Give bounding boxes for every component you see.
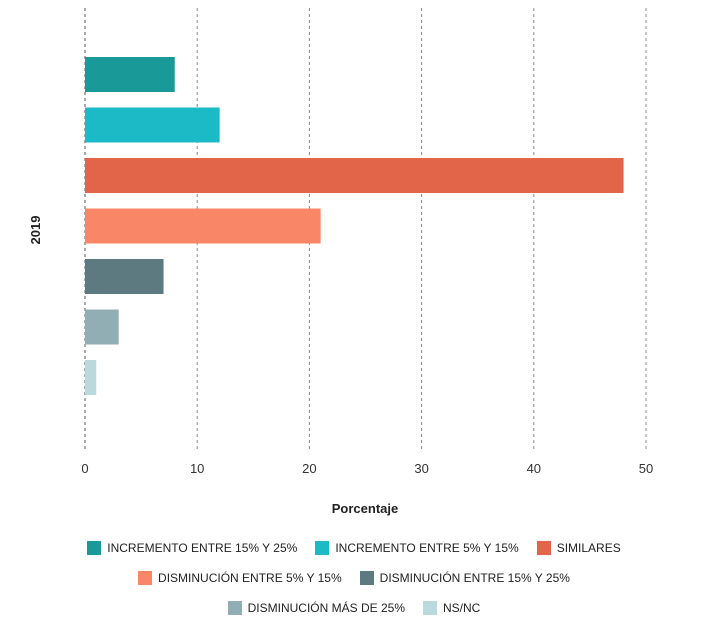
y-axis-label: 2019 (28, 216, 43, 245)
x-tick-label: 10 (190, 461, 204, 476)
x-tick-label: 50 (639, 461, 653, 476)
x-tick-label: 20 (302, 461, 316, 476)
x-tick-label: 40 (527, 461, 541, 476)
legend-item[interactable]: SIMILARES (536, 541, 621, 555)
x-tick-labels: 0 10 20 30 40 50 (81, 461, 653, 476)
legend-swatch (536, 541, 551, 555)
legend-item[interactable]: DISMINUCIÓN ENTRE 5% Y 15% (138, 571, 342, 585)
bar (85, 158, 624, 193)
legend-swatch (359, 571, 374, 585)
bar (85, 208, 321, 244)
legend-label: DISMINUCIÓN ENTRE 15% Y 25% (379, 571, 570, 585)
legend-item[interactable]: NS/NC (423, 601, 480, 615)
legend-row: DISMINUCIÓN MÁS DE 25% NS/NC (0, 601, 708, 615)
bar (85, 309, 119, 345)
legend-swatch (423, 601, 437, 615)
bar (85, 259, 164, 294)
legend-swatch (315, 541, 330, 555)
legend-item[interactable]: INCREMENTO ENTRE 15% Y 25% (87, 541, 297, 555)
legend-swatch (227, 601, 242, 615)
legend-item[interactable]: DISMINUCIÓN MÁS DE 25% (227, 601, 405, 615)
legend-label: INCREMENTO ENTRE 15% Y 25% (107, 541, 298, 555)
x-axis-label: Porcentaje (332, 501, 398, 516)
legend-swatch (138, 571, 153, 585)
legend-row: INCREMENTO ENTRE 15% Y 25% INCREMENTO ENT… (0, 541, 708, 555)
bars (85, 57, 624, 395)
x-tick-label: 0 (81, 461, 88, 476)
legend-label: DISMINUCIÓN ENTRE 5% Y 15% (158, 571, 342, 585)
legend-item[interactable]: DISMINUCIÓN ENTRE 15% Y 25% (359, 571, 570, 585)
bar (85, 57, 175, 92)
legend-swatch (87, 541, 102, 555)
legend-item[interactable]: INCREMENTO ENTRE 5% Y 15% (315, 541, 519, 555)
bar (85, 107, 220, 143)
legend-label: NS/NC (443, 601, 481, 615)
bar (85, 360, 97, 395)
legend-row: DISMINUCIÓN ENTRE 5% Y 15% DISMINUCIÓN EN… (0, 571, 708, 585)
x-tick-label: 30 (414, 461, 428, 476)
legend-label: INCREMENTO ENTRE 5% Y 15% (335, 541, 519, 555)
legend-label: DISMINUCIÓN MÁS DE 25% (247, 601, 405, 615)
legend-label: SIMILARES (556, 541, 621, 555)
